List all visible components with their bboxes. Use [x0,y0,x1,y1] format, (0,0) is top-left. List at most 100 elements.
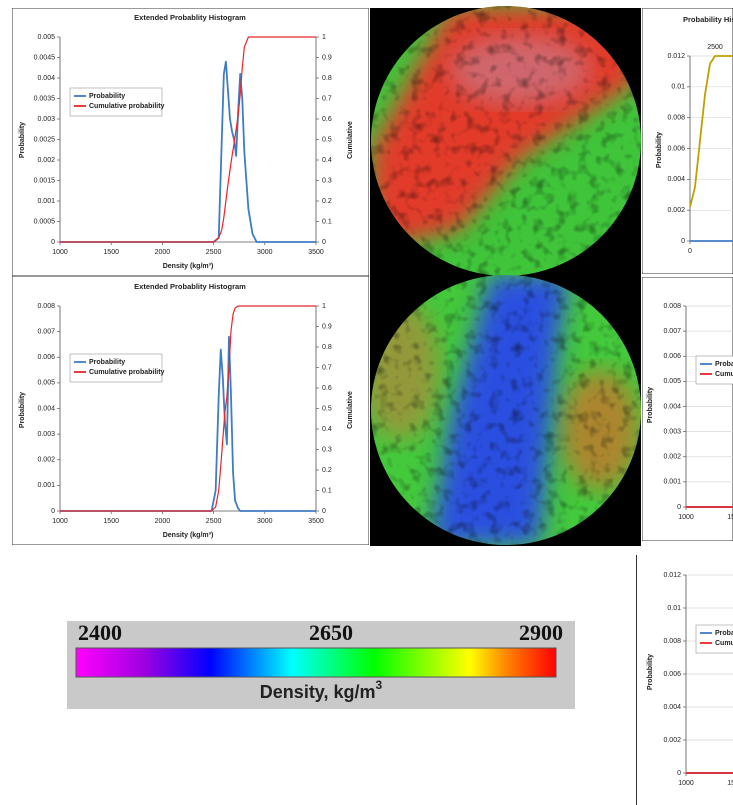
series-line [60,36,316,243]
ct-image-top [370,6,641,276]
legend-label: Cumulative probability [89,369,165,376]
y-tick-label: 0.007 [37,328,55,335]
legend-label: Probability [715,361,733,368]
legend-label: Cumulative probability [715,371,733,378]
y-tick-label: 0 [681,238,685,245]
legend-label: Probability [89,93,125,100]
colorbar-tick: 2400 [78,620,122,645]
y-tick-label: 0.008 [663,638,681,645]
y2-tick-label: 0.7 [322,95,332,102]
y-tick-label: 0.006 [663,671,681,678]
legend-box [695,624,733,654]
y2-tick-label: 0.8 [322,344,332,351]
colorbar-gradient [75,647,557,678]
y-tick-label: 0.004 [663,704,681,711]
y-tick-label: 0.002 [37,457,55,464]
x-tick-label: 1000 [678,514,694,521]
x-tick-label: 1500 [727,514,733,521]
y-tick-label: 0.003 [37,116,55,123]
y2-tick-label: 0 [322,239,326,246]
x-tick-label: 3000 [257,518,273,525]
y-tick-label: 0.0035 [34,95,56,102]
x-axis-label: Density (kg/m³) [163,532,214,539]
y-tick-label: 0.012 [667,53,685,60]
legend-label: Cumulative probability [715,640,733,647]
y-tick-label: 0.002 [663,454,681,461]
y-tick-label: 0.0025 [34,136,56,143]
colorbar-tick: 2650 [309,620,353,645]
y2-tick-label: 0.1 [322,218,332,225]
y-tick-label: 0.006 [663,353,681,360]
panel-background [12,276,369,545]
y-tick-label: 0.0015 [34,177,56,184]
y2-tick-label: 0.9 [322,323,332,330]
x-tick-label: 3000 [257,249,273,256]
y2-tick-label: 0.3 [322,446,332,453]
y-tick-label: 0.007 [663,328,681,335]
y2-axis-label: Cumulative [347,121,354,159]
colorbar-label-text: Density, kg/m [260,682,376,702]
legend-label: Probability [715,630,733,637]
x-tick-label: 2500 [206,518,222,525]
y2-tick-label: 0.2 [322,467,332,474]
x-tick-label: 1000 [52,518,68,525]
y2-tick-label: 0 [322,508,326,515]
y2-tick-label: 1 [322,34,326,41]
legend-label: Probability [89,359,125,366]
y-axis-label: Probability [19,122,26,158]
x-tick-label: 1000 [52,249,68,256]
y-tick-label: 0.004 [667,176,685,183]
colorbar: 2400 2650 2900 Density, kg/m3 [67,620,575,709]
legend-box [69,87,163,117]
panel-background [12,8,369,276]
legend-box [69,353,163,383]
y-tick-label: 0 [677,504,681,511]
y2-axis-label: Cumulative [347,391,354,429]
y-tick-label: 0 [51,239,55,246]
chart-panel: Probability 0 0.002 0.004 0.006 0.008 0.01 0.01… [636,555,733,805]
legend-box [695,355,733,385]
ct-image-bottom [370,275,641,546]
chart-panel: Probability Histogram Probability 0 0.002 0.… [642,8,733,274]
y-tick-label: 0.005 [663,378,681,385]
y-tick-label: 0.006 [667,145,685,152]
chart-title: Probability Histogram [683,15,733,24]
y-tick-label: 0.003 [663,428,681,435]
y-tick-label: 0.004 [37,75,55,82]
x-tick-label: 1500 [727,780,733,787]
y-tick-label: 0.008 [37,303,55,310]
y-tick-label: 0.001 [663,479,681,486]
series-line [60,305,316,512]
annotation: 2500 [707,44,723,51]
panel-background [642,8,733,274]
y-tick-label: 0.008 [663,303,681,310]
y-tick-label: 0.004 [37,405,55,412]
chart-panel: Probability 0 0.001 0.002 0.003 0.004 0.005 0.0… [642,277,733,541]
y2-tick-label: 0.6 [322,116,332,123]
x-tick-label: 2500 [206,249,222,256]
y-tick-label: 0.001 [37,482,55,489]
x-tick-label: 2000 [155,518,171,525]
y2-tick-label: 1 [322,303,326,310]
y-tick-label: 0 [51,508,55,515]
y-tick-label: 0.005 [37,34,55,41]
series-line [689,55,733,208]
y-axis-label: Probability [647,654,654,690]
panel-background [636,555,733,805]
colorbar-label-superscript: 3 [376,678,383,692]
x-axis-label: Density (kg/m³) [163,263,214,270]
x-tick-label: 1500 [103,249,119,256]
y-tick-label: 0.002 [37,157,55,164]
colorbar-label: Density, kg/m3 [260,678,383,702]
y2-tick-label: 0.3 [322,177,332,184]
y2-tick-label: 0.5 [322,405,332,412]
x-tick-label: 3500 [308,249,324,256]
y-axis-label: Probability [656,132,663,168]
y-tick-label: 0.01 [671,84,685,91]
x-tick-label: 1000 [678,780,694,787]
chart-title: Extended Probablity Histogram [134,13,246,22]
y2-tick-label: 0.9 [322,54,332,61]
y-axis-label: Probability [19,392,26,428]
y2-tick-label: 0.7 [322,364,332,371]
